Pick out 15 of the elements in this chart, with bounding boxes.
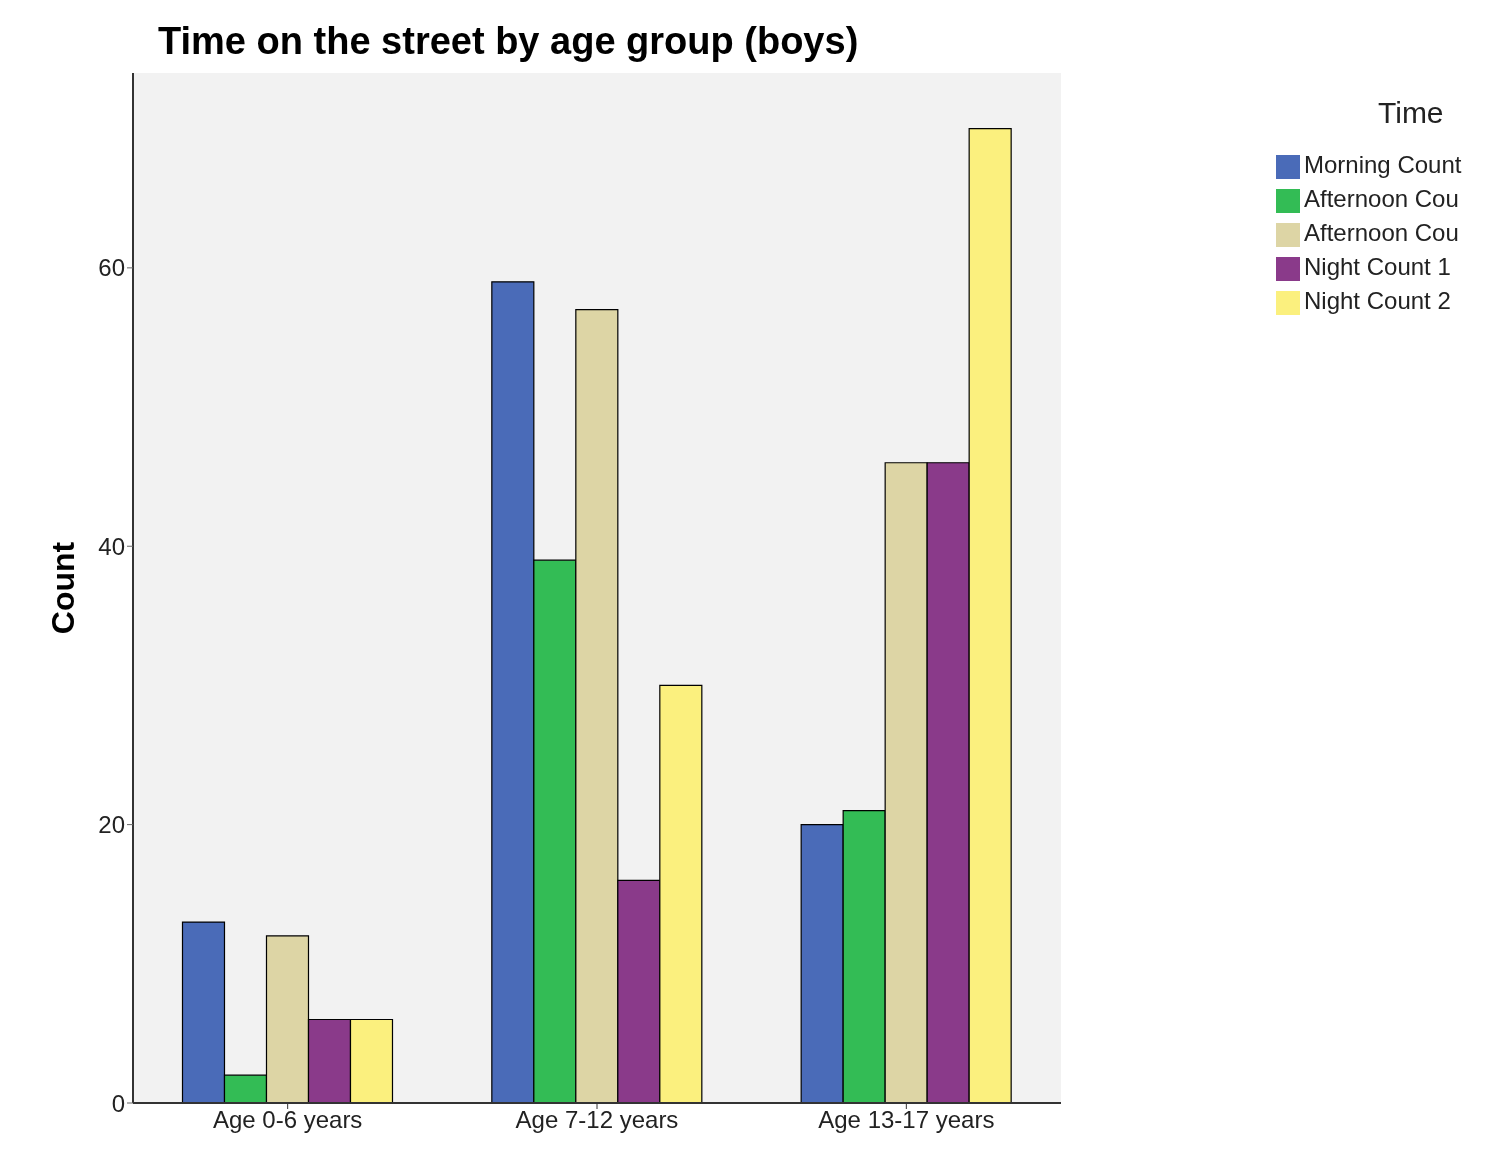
x-tick-label: Age 7-12 years [515,1106,679,1134]
legend-label: Night Count 1 [1304,253,1451,280]
y-tick-label: 40 [98,532,125,560]
x-tick-label: Age 0-6 years [212,1106,363,1134]
legend-label: Morning Count [1304,151,1462,178]
y-axis-title: Count [45,541,82,635]
legend-label: Afternoon Cou [1304,219,1459,246]
chart-title: Time on the street by age group (boys) [158,20,859,63]
y-tick-label: 60 [98,254,125,282]
legend-title: Time [1378,96,1444,130]
y-tick-label: 20 [98,811,125,839]
legend-label: Afternoon Cou [1304,185,1459,212]
y-tick-label: 0 [111,1089,125,1117]
legend-label: Night Count 2 [1304,287,1451,314]
x-tick-label: Age 13-17 years [818,1106,995,1134]
